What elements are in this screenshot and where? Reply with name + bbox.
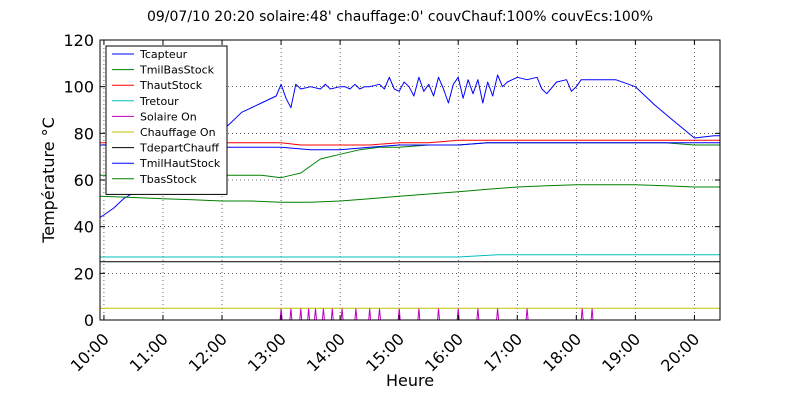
y-tick-label: 120 bbox=[63, 31, 94, 50]
y-tick-label: 0 bbox=[84, 311, 94, 330]
x-tick-label: 12:00 bbox=[185, 329, 231, 375]
series-line-solaire-on bbox=[100, 307, 720, 321]
legend-entry: Tcapteur bbox=[139, 48, 188, 61]
series-line-tretour bbox=[100, 254, 720, 258]
y-axis-label: Température °C bbox=[39, 117, 58, 244]
legend-entry: TdepartChauff bbox=[139, 142, 219, 155]
x-tick-label: 19:00 bbox=[598, 329, 644, 375]
legend-box bbox=[105, 45, 228, 195]
legend: Tcapteur TmilBasStock ThautStock Tretour Sol… bbox=[105, 45, 228, 195]
x-tick-label: 18:00 bbox=[539, 329, 585, 375]
x-axis-label: Heure bbox=[386, 371, 434, 390]
x-tick-label: 20:00 bbox=[657, 329, 703, 375]
x-tick-label: 10:00 bbox=[67, 329, 113, 375]
chart-title: 09/07/10 20:20 solaire:48' chauffage:0' … bbox=[147, 9, 653, 25]
x-tick-label: 13:00 bbox=[244, 329, 290, 375]
y-tick-label: 20 bbox=[74, 264, 94, 283]
legend-entry: Tretour bbox=[139, 95, 179, 108]
y-tick-label: 100 bbox=[63, 78, 94, 97]
x-tick-label: 17:00 bbox=[480, 329, 526, 375]
legend-entry: TmilBasStock bbox=[139, 64, 215, 77]
y-tick-label: 40 bbox=[74, 218, 94, 237]
legend-entry: TmilHautStock bbox=[139, 157, 221, 170]
legend-entry: Solaire On bbox=[140, 110, 197, 123]
series-line-tbasstock bbox=[99, 184, 720, 203]
legend-entry: TbasStock bbox=[139, 173, 197, 186]
x-tick-label: 16:00 bbox=[421, 329, 467, 375]
series-line-tmilhautstock bbox=[100, 142, 720, 151]
series-line-tcapteur bbox=[99, 74, 720, 218]
legend-entry: ThautStock bbox=[139, 79, 203, 92]
x-tick-label: 15:00 bbox=[362, 329, 408, 375]
x-tick-label: 14:00 bbox=[303, 329, 349, 375]
x-tick-label: 11:00 bbox=[126, 329, 172, 375]
series-line-thautstock bbox=[100, 139, 720, 146]
legend-entry: Chauffage On bbox=[140, 126, 216, 139]
y-tick-label: 60 bbox=[74, 171, 94, 190]
y-tick-label: 80 bbox=[74, 124, 94, 143]
